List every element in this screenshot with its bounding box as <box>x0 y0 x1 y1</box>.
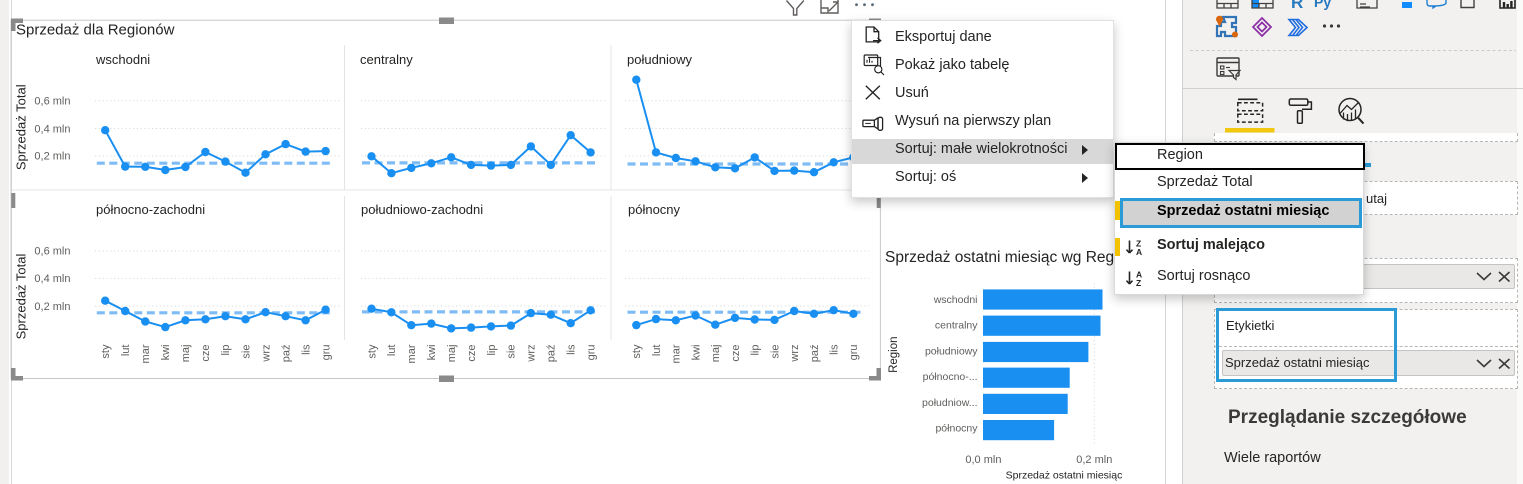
svg-text:Sprzedaż Total: Sprzedaż Total <box>14 84 29 170</box>
svg-text:południowy: południowy <box>925 346 978 358</box>
svg-text:lip: lip <box>750 345 762 356</box>
svg-text:0,4 mln: 0,4 mln <box>34 123 70 135</box>
svg-text:Sprzedaż ostatni miesiąc wg Re: Sprzedaż ostatni miesiąc wg Region <box>885 249 1135 266</box>
svg-text:0,2 mln: 0,2 mln <box>34 151 70 163</box>
svg-text:mar: mar <box>671 344 683 363</box>
svg-text:lut: lut <box>386 345 398 357</box>
svg-text:maj: maj <box>180 345 192 363</box>
svg-text:mar: mar <box>406 344 418 363</box>
svg-text:lis: lis <box>300 344 312 355</box>
svg-text:lis: lis <box>829 344 841 355</box>
svg-text:A: A <box>1136 247 1142 257</box>
svg-text:centralny: centralny <box>360 52 413 67</box>
svg-text:lis: lis <box>566 344 578 355</box>
svg-text:wrz: wrz <box>526 345 538 363</box>
svg-text:gru: gru <box>585 345 597 361</box>
svg-text:sty: sty <box>100 344 112 359</box>
svg-text:północny: północny <box>628 202 681 217</box>
svg-text:kwi: kwi <box>426 345 438 361</box>
svg-text:kwi: kwi <box>690 345 702 361</box>
svg-text:sie: sie <box>769 345 781 359</box>
svg-text:kwi: kwi <box>160 345 172 361</box>
svg-text:mar: mar <box>140 344 152 363</box>
svg-text:centralny: centralny <box>935 320 978 332</box>
svg-text:maj: maj <box>446 345 458 363</box>
svg-text:sty: sty <box>631 344 643 359</box>
svg-text:sie: sie <box>240 345 252 359</box>
svg-text:wrz: wrz <box>260 345 272 363</box>
svg-text:sie: sie <box>506 345 518 359</box>
svg-text:lut: lut <box>651 345 663 357</box>
svg-text:wschodni: wschodni <box>933 294 978 306</box>
svg-text:wrz: wrz <box>789 345 801 363</box>
svg-text:południowo-zachodni: południowo-zachodni <box>361 202 483 217</box>
svg-text:cze: cze <box>730 345 742 362</box>
svg-text:Z: Z <box>1136 238 1141 248</box>
svg-text:lut: lut <box>120 345 132 357</box>
svg-text:sty: sty <box>366 344 378 359</box>
svg-text:Sprzedaż Total: Sprzedaż Total <box>14 254 29 340</box>
svg-text:Sprzedaż ostatni miesiąc: Sprzedaż ostatni miesiąc <box>1006 470 1123 482</box>
svg-text:północno-zachodni: północno-zachodni <box>96 202 205 217</box>
svg-text:cze: cze <box>466 345 478 362</box>
svg-text:cze: cze <box>200 345 212 362</box>
svg-text:0,0 mln: 0,0 mln <box>965 454 1001 466</box>
svg-text:0,6 mln: 0,6 mln <box>34 246 70 258</box>
svg-text:0,4 mln: 0,4 mln <box>34 273 70 285</box>
svg-text:lip: lip <box>486 345 498 356</box>
svg-text:paź: paź <box>280 345 292 363</box>
svg-text:0,2 mln: 0,2 mln <box>34 301 70 313</box>
svg-text:wschodni: wschodni <box>95 52 150 67</box>
svg-text:A: A <box>1136 269 1142 279</box>
svg-text:0,2 mln: 0,2 mln <box>1076 454 1112 466</box>
svg-text:Region: Region <box>888 336 900 372</box>
svg-text:paź: paź <box>809 345 821 363</box>
svg-text:północny: północny <box>935 422 978 434</box>
svg-text:paź: paź <box>546 345 558 363</box>
svg-text:0,6 mln: 0,6 mln <box>34 96 70 108</box>
svg-text:gru: gru <box>320 345 332 361</box>
svg-text:Sprzedaż dla Regionów: Sprzedaż dla Regionów <box>16 22 175 39</box>
svg-text:Z: Z <box>1136 278 1141 288</box>
svg-text:maj: maj <box>710 345 722 363</box>
svg-text:południow...: południow... <box>922 397 977 409</box>
svg-text:R: R <box>1291 0 1303 12</box>
svg-text:lip: lip <box>220 345 232 356</box>
svg-text:gru: gru <box>848 345 860 361</box>
svg-text:północno-...: północno-... <box>923 371 978 383</box>
svg-text:południowy: południowy <box>627 52 693 67</box>
svg-text:Py: Py <box>1314 0 1331 10</box>
